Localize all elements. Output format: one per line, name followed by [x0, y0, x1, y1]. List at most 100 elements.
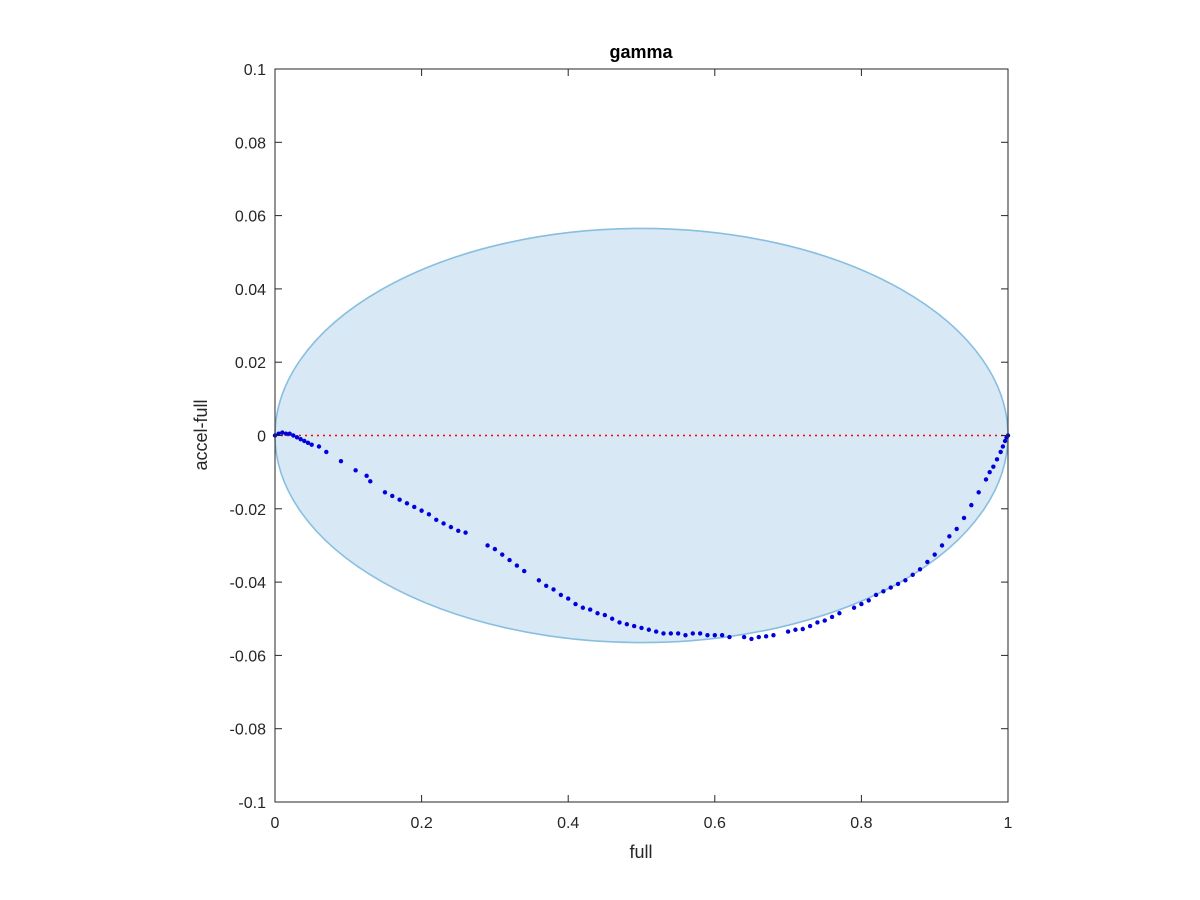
data-point	[653, 629, 659, 634]
data-point	[683, 633, 688, 638]
data-point	[441, 521, 446, 526]
data-point	[302, 438, 307, 444]
data-point	[661, 631, 666, 636]
data-point	[668, 631, 674, 636]
data-point	[587, 607, 593, 612]
data-point	[987, 469, 992, 475]
data-point	[609, 616, 615, 621]
data-point	[412, 504, 417, 510]
data-point	[434, 517, 439, 522]
data-point	[463, 530, 468, 535]
data-point	[283, 431, 289, 436]
x-tick-label: 0.8	[850, 815, 872, 832]
data-point	[851, 605, 857, 610]
data-point	[305, 440, 311, 446]
data-point	[800, 626, 805, 632]
x-tick-label: 0.6	[704, 815, 726, 832]
y-tick-label: -0.1	[238, 795, 266, 812]
ticks-layer: 0 0.2 0.4 0.6 0.8 1 -0.1 -0.08 -0.06 -0.04 -0.02 0 0…	[230, 62, 1013, 832]
data-point	[866, 598, 871, 603]
data-point	[485, 543, 490, 548]
data-point	[566, 596, 571, 601]
data-point	[507, 557, 512, 563]
data-point	[368, 479, 373, 484]
data-point	[558, 592, 564, 598]
data-point	[741, 634, 747, 640]
data-point	[573, 601, 578, 607]
data-point	[364, 473, 369, 479]
data-point	[291, 433, 296, 438]
data-point	[903, 578, 908, 583]
y-tick-label: -0.08	[230, 722, 267, 739]
data-point	[705, 633, 710, 638]
data-point	[917, 567, 923, 572]
data-point	[712, 633, 717, 638]
x-tick-label: 0	[271, 815, 280, 832]
y-tick-label: -0.04	[230, 575, 267, 592]
data-point	[646, 627, 652, 632]
data-point	[448, 524, 454, 530]
x-axis-label: full	[629, 842, 652, 862]
data-point	[829, 614, 835, 620]
y-tick-label: 0.1	[244, 62, 266, 79]
data-point	[954, 526, 959, 532]
y-tick-label: -0.02	[230, 502, 267, 519]
x-tick-label: 0.2	[410, 815, 432, 832]
data-point	[961, 515, 967, 521]
data-point	[309, 442, 314, 447]
data-point	[544, 583, 549, 588]
data-point	[939, 543, 945, 548]
data-point	[631, 623, 637, 629]
data-point	[500, 552, 505, 557]
y-axis-label: accel-full	[191, 399, 211, 470]
data-point	[881, 589, 886, 594]
data-point	[675, 631, 681, 636]
data-point	[602, 612, 608, 618]
data-point	[727, 634, 732, 640]
data-point	[456, 528, 461, 533]
data-point	[756, 634, 761, 640]
data-point	[991, 464, 996, 469]
data-point	[690, 631, 696, 636]
data-point	[807, 623, 813, 629]
data-point	[382, 490, 388, 495]
data-point	[837, 611, 842, 616]
data-point	[324, 449, 329, 455]
data-point	[316, 444, 322, 449]
data-point	[749, 636, 754, 642]
y-tick-label: 0.04	[235, 282, 266, 299]
data-point	[925, 559, 930, 565]
chart-title: gamma	[609, 42, 673, 62]
data-point	[969, 502, 974, 508]
data-point	[397, 497, 402, 502]
data-point	[785, 629, 791, 634]
data-point	[280, 430, 285, 435]
data-point	[1002, 438, 1008, 444]
data-point	[426, 512, 432, 517]
data-point	[390, 493, 395, 499]
data-point	[873, 592, 879, 598]
data-point	[338, 458, 344, 464]
data-point	[276, 431, 281, 436]
data-point	[639, 625, 644, 631]
y-tick-label: 0.06	[235, 209, 266, 226]
x-tick-label: 1	[1004, 815, 1013, 832]
data-point	[514, 563, 520, 568]
data-point	[404, 501, 410, 506]
data-point	[763, 634, 769, 639]
data-point	[994, 457, 1000, 462]
data-point	[910, 572, 915, 577]
data-point	[822, 618, 827, 623]
data-point	[294, 435, 300, 440]
x-tick-label: 0.4	[557, 815, 579, 832]
data-point	[617, 620, 622, 625]
data-point	[771, 633, 776, 638]
data-point	[492, 546, 498, 552]
data-point	[983, 477, 989, 482]
y-tick-label: 0	[257, 429, 266, 446]
y-tick-label: 0.02	[235, 355, 266, 372]
data-point	[859, 601, 864, 607]
data-point	[998, 449, 1003, 455]
data-point	[522, 568, 527, 574]
